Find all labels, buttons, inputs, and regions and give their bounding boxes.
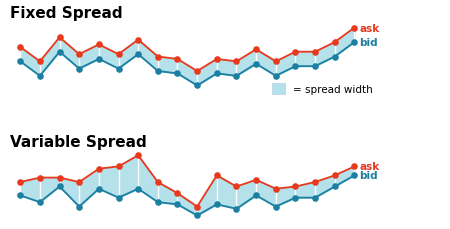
Point	[154, 200, 162, 204]
Point	[331, 41, 338, 45]
Point	[135, 187, 142, 191]
Point	[95, 167, 103, 171]
Point	[17, 194, 24, 197]
Point	[135, 39, 142, 42]
Point	[311, 180, 319, 184]
Point	[36, 60, 44, 64]
Point	[174, 191, 181, 195]
Point	[233, 185, 240, 188]
Text: bid: bid	[359, 171, 378, 180]
Point	[233, 60, 240, 64]
Point	[194, 84, 201, 88]
Point	[351, 165, 358, 169]
Point	[135, 53, 142, 57]
Point	[36, 75, 44, 78]
Point	[76, 67, 83, 71]
Point	[272, 205, 279, 208]
Point	[174, 72, 181, 76]
Point	[351, 174, 358, 177]
Point	[272, 60, 279, 64]
Point	[95, 58, 103, 62]
Point	[17, 60, 24, 64]
Point	[331, 174, 338, 177]
Point	[272, 187, 279, 191]
Point	[174, 58, 181, 62]
Point	[115, 196, 122, 200]
Point	[252, 194, 260, 197]
Point	[56, 185, 63, 188]
Point	[233, 207, 240, 211]
Point	[331, 185, 338, 188]
Point	[17, 180, 24, 184]
Point	[213, 72, 220, 76]
Point	[252, 178, 260, 182]
Point	[76, 53, 83, 57]
Point	[56, 51, 63, 54]
Text: Variable Spread: Variable Spread	[10, 134, 147, 149]
Point	[76, 205, 83, 208]
Point	[194, 205, 201, 208]
Point	[213, 203, 220, 206]
Point	[115, 53, 122, 57]
Point	[351, 27, 358, 30]
Point	[292, 65, 299, 69]
Point	[154, 55, 162, 59]
Point	[95, 187, 103, 191]
Point	[213, 58, 220, 62]
Point	[252, 48, 260, 52]
Point	[115, 165, 122, 169]
Point	[233, 75, 240, 78]
Point	[213, 174, 220, 177]
Point	[194, 214, 201, 217]
Point	[154, 70, 162, 74]
Point	[154, 180, 162, 184]
Point	[95, 44, 103, 47]
Point	[311, 65, 319, 69]
Point	[292, 196, 299, 200]
Point	[252, 63, 260, 66]
Point	[56, 176, 63, 180]
Point	[194, 70, 201, 74]
Text: Fixed Spread: Fixed Spread	[10, 6, 123, 21]
Text: bid: bid	[359, 38, 378, 48]
Point	[17, 46, 24, 49]
Point	[36, 176, 44, 180]
Text: ask: ask	[359, 24, 379, 33]
Point	[272, 75, 279, 78]
Point	[292, 185, 299, 188]
Point	[331, 55, 338, 59]
Point	[115, 67, 122, 71]
Point	[56, 36, 63, 40]
Point	[351, 41, 358, 45]
Legend: = spread width: = spread width	[272, 84, 373, 95]
Point	[292, 51, 299, 54]
Point	[174, 203, 181, 206]
Point	[135, 154, 142, 157]
Point	[311, 51, 319, 54]
Text: ask: ask	[359, 162, 379, 172]
Point	[311, 196, 319, 200]
Point	[76, 180, 83, 184]
Point	[36, 200, 44, 204]
